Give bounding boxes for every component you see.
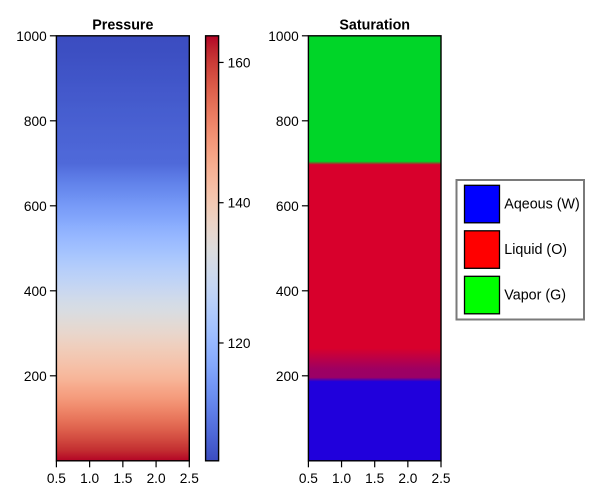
svg-text:1000: 1000 xyxy=(16,29,47,44)
svg-text:600: 600 xyxy=(24,199,47,214)
svg-text:400: 400 xyxy=(276,284,299,299)
svg-text:2.0: 2.0 xyxy=(147,471,166,486)
svg-text:1.0: 1.0 xyxy=(332,471,351,486)
svg-text:Vapor (G): Vapor (G) xyxy=(504,288,566,304)
svg-text:1000: 1000 xyxy=(268,29,299,44)
svg-text:Liquid (O): Liquid (O) xyxy=(504,242,567,258)
svg-text:200: 200 xyxy=(24,369,47,384)
svg-text:0.5: 0.5 xyxy=(299,471,318,486)
svg-text:600: 600 xyxy=(276,199,299,214)
svg-text:800: 800 xyxy=(276,114,299,129)
svg-text:2.0: 2.0 xyxy=(398,471,417,486)
svg-text:Saturation: Saturation xyxy=(339,17,410,33)
svg-text:2.5: 2.5 xyxy=(180,471,199,486)
svg-text:200: 200 xyxy=(276,369,299,384)
svg-text:160: 160 xyxy=(228,55,251,70)
svg-text:Aqeous (W): Aqeous (W) xyxy=(504,197,579,213)
svg-text:120: 120 xyxy=(228,336,251,351)
svg-text:800: 800 xyxy=(24,114,47,129)
svg-text:Pressure: Pressure xyxy=(92,17,153,33)
svg-text:0.5: 0.5 xyxy=(47,471,66,486)
svg-text:1.5: 1.5 xyxy=(113,471,132,486)
svg-text:1.0: 1.0 xyxy=(80,471,99,486)
svg-text:2.5: 2.5 xyxy=(431,471,450,486)
svg-text:1.5: 1.5 xyxy=(365,471,384,486)
svg-text:400: 400 xyxy=(24,284,47,299)
svg-text:140: 140 xyxy=(228,196,251,211)
